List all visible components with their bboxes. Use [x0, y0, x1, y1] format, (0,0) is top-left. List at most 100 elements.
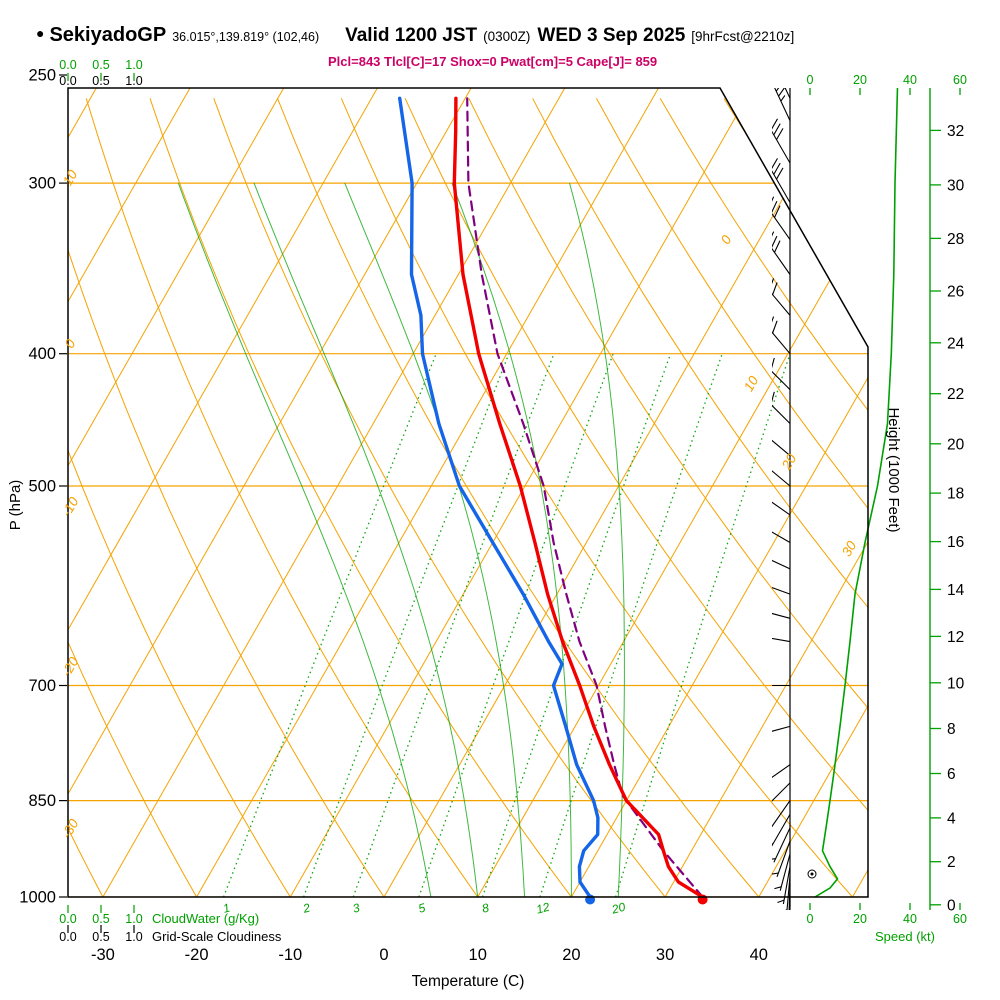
wind-barb-feather [772, 235, 778, 248]
wind-barb-staff [772, 725, 791, 732]
wind-barb-staff [772, 170, 791, 203]
dewpoint-profile [398, 96, 600, 897]
wind-barb-staff [774, 88, 791, 121]
temp-tick-label: 20 [562, 946, 580, 964]
isotherm-line [196, 88, 659, 897]
wind-barb-feather [773, 162, 781, 175]
mixing-ratio-line [222, 353, 437, 897]
mixing-ratio-label: 2 [301, 900, 312, 916]
wind-panel [751, 63, 899, 929]
speed-tick-label: 60 [953, 912, 967, 926]
valid-zulu: (0300Z) [483, 29, 531, 44]
station-bullet-icon: ● [36, 25, 45, 41]
height-tick-label: 26 [947, 284, 964, 301]
pressure-tick-label: 850 [28, 792, 56, 810]
wind-barb-feather [772, 200, 778, 214]
wind-barb-staff [772, 637, 791, 643]
temp-tick-label: 0 [379, 946, 388, 964]
temp-tick-label: -10 [278, 946, 302, 964]
isotherm-line [0, 88, 3, 897]
moist-adiabat-line [344, 182, 526, 897]
wind-barb-feather [765, 452, 767, 465]
cloudwater-tick-label: 0.0 [59, 912, 76, 926]
wind-barb-staff [772, 370, 791, 390]
dry-adiabat-line [340, 98, 864, 897]
cloudwater-tick-label: 1.0 [125, 58, 142, 72]
wind-barb-half-feather [754, 679, 758, 685]
mixing-ratio-line [481, 353, 672, 897]
temp-tick-label: 10 [469, 946, 487, 964]
cloudwater-tick-label: 1.0 [125, 912, 142, 926]
isotherm-label: 30 [839, 538, 860, 559]
cloudiness-tick-label: 0.5 [92, 930, 109, 944]
mixing-ratio-label: 1 [221, 901, 231, 916]
wind-barb-staff [773, 827, 791, 863]
surface-temperature-dot [697, 894, 708, 905]
wind-barb-feather [772, 158, 778, 169]
mixing-ratio-label: 3 [351, 900, 361, 915]
dry-adiabat-line [404, 98, 868, 897]
stability-indices-line: Plcl=843 Tlcl[C]=17 Shox=0 Pwat[cm]=5 Ca… [328, 54, 658, 69]
wind-barb-staff [772, 470, 791, 487]
wind-barb-feather [778, 88, 785, 97]
wind-barb-feather [777, 923, 789, 929]
speed-tick-label: 60 [953, 73, 967, 87]
height-tick-label: 14 [947, 582, 965, 599]
wind-barb-feather [772, 320, 778, 334]
wind-barb-feather [755, 831, 768, 832]
mixing-ratio-line [614, 353, 791, 897]
pressure-tick-label: 400 [28, 345, 56, 363]
wind-barb-staff [772, 293, 791, 316]
dry-adiabat-line [468, 98, 868, 897]
wind-barb-feather [751, 806, 764, 809]
forecast-tag: [9hrFcst@2210z] [691, 29, 795, 44]
adiabat-label: 10 [60, 167, 81, 188]
isotherm-line [68, 88, 472, 897]
wind-barb-half-feather [757, 603, 759, 610]
height-tick-label: 12 [947, 629, 964, 646]
pressure-tick-label: 1000 [19, 889, 56, 907]
wind-barb-staff [772, 764, 791, 778]
wind-barb-feather [773, 123, 781, 136]
wind-barb-feather [772, 425, 773, 427]
height-tick-label: 10 [947, 675, 965, 692]
wind-barb-half-feather [785, 909, 788, 910]
dry-adiabat-line [68, 98, 299, 897]
wind-barb-feather [779, 63, 786, 74]
speed-tick-label: 20 [853, 912, 867, 926]
dry-adiabat-line [723, 98, 868, 897]
wind-barb-staff [779, 853, 791, 891]
station-circle [807, 869, 817, 879]
isotherm-line [68, 88, 285, 897]
dry-adiabat-line [68, 98, 393, 897]
height-tick-label: 18 [947, 486, 964, 503]
cloudwater-tick-label: 0.5 [92, 58, 109, 72]
station-circle-dot [810, 872, 814, 876]
cloudiness-label: Grid-Scale Cloudiness [152, 929, 282, 944]
wind-barb-half-feather [769, 462, 770, 469]
wind-barb-feather [759, 480, 760, 493]
dry-adiabat-line [68, 98, 204, 897]
speed-tick-label: 40 [903, 912, 917, 926]
height-tick-label: 4 [947, 810, 956, 827]
height-tick-label: 24 [947, 335, 965, 352]
wind-barb-staff [788, 884, 791, 910]
isotherm-line [68, 88, 191, 897]
valid-date: WED 3 Sep 2025 [537, 25, 686, 46]
wind-barb-staff [772, 247, 791, 275]
wind-barb-staff [776, 840, 791, 877]
adiabat-label: -10 [59, 494, 82, 519]
wind-barb-half-feather [756, 629, 758, 636]
cloudiness-tick-label: 0.0 [59, 930, 76, 944]
wind-barb-staff [772, 404, 791, 424]
temp-tick-label: 40 [750, 946, 768, 964]
wind-barb-staff [772, 331, 791, 355]
adiabat-label: -30 [59, 816, 82, 841]
height-tick-label: 0 [947, 897, 956, 914]
cloudiness-tick-label: 0.5 [92, 74, 109, 88]
dry-adiabat-line [68, 98, 110, 897]
height-axis-title: Height (1000 Feet) [885, 407, 902, 532]
moist-adiabat-line [569, 182, 625, 897]
pressure-axis-title: P (hPa) [7, 480, 24, 531]
wind-barb-feather [775, 88, 780, 92]
